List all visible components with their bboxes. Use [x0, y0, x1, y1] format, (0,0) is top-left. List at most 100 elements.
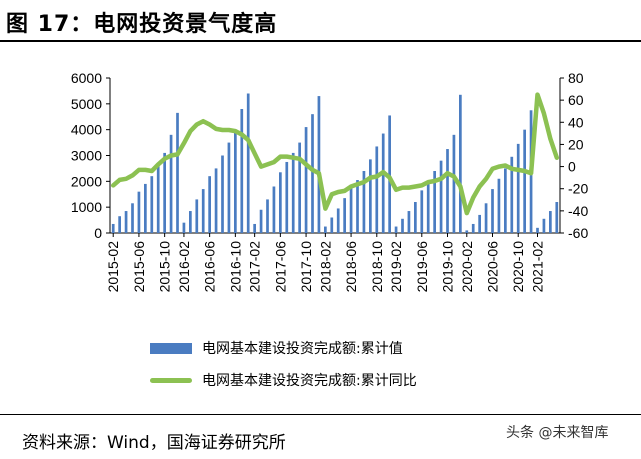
bar	[362, 171, 366, 233]
x-tick-label: 2016-10	[227, 241, 243, 293]
x-tick-label: 2019-10	[440, 241, 456, 293]
bar	[446, 149, 449, 233]
bar	[420, 190, 424, 233]
bar	[144, 183, 147, 233]
bar	[156, 165, 160, 233]
legend-bar-swatch	[150, 342, 192, 354]
title-rule	[0, 40, 641, 42]
y-left-tick-label: 1000	[71, 199, 102, 215]
bar	[439, 160, 443, 233]
bar	[549, 211, 552, 233]
bar	[381, 133, 385, 233]
bar	[169, 134, 173, 233]
x-tick-label: 2018-06	[343, 241, 359, 293]
bar	[401, 218, 404, 233]
bar	[291, 152, 295, 233]
chart: 0 1000 2000 3000 4000 5000 6000 -60 -40 -20 0 20 40 6…	[71, 70, 589, 293]
y-left-tick-label: 5000	[71, 96, 102, 112]
bar	[253, 223, 256, 233]
x-tick-label: 2020-06	[485, 241, 501, 293]
bar	[465, 230, 469, 233]
legend-line: 电网基本建设投资完成额:累计同比	[150, 370, 417, 390]
bar	[234, 129, 237, 233]
x-tick-label: 2016-06	[202, 241, 218, 293]
x-tick-label: 2015-06	[131, 241, 147, 293]
x-tick-label: 2021-02	[530, 241, 546, 293]
watermark: 头条 @未来智库	[500, 420, 615, 444]
bar	[369, 159, 372, 233]
bar	[504, 168, 507, 233]
bar	[330, 217, 334, 233]
y-left-tick-label: 6000	[71, 70, 102, 86]
x-tick-label: 2018-10	[369, 241, 385, 293]
bar	[137, 191, 141, 233]
bar	[324, 226, 327, 233]
bar	[195, 199, 199, 233]
bar	[131, 203, 134, 233]
bar	[304, 127, 308, 233]
x-tick-label: 2016-02	[176, 241, 192, 293]
y-left-tick-label: 3000	[71, 148, 102, 164]
bar	[388, 115, 391, 233]
bar	[214, 168, 218, 233]
legend-line-swatch	[150, 377, 192, 383]
bar	[266, 199, 269, 233]
bar	[407, 211, 411, 233]
bar	[246, 93, 250, 233]
bar	[163, 152, 166, 233]
bar	[176, 112, 179, 233]
bar	[272, 186, 276, 233]
bar	[317, 96, 321, 233]
bar	[555, 202, 559, 233]
bar	[279, 172, 282, 233]
bar	[221, 155, 224, 233]
x-tick-label: 2017-10	[298, 241, 314, 293]
bar	[311, 114, 314, 233]
bar	[336, 208, 340, 233]
source-rule	[0, 414, 641, 415]
bar	[240, 109, 244, 233]
bar	[516, 143, 520, 233]
yoy-line	[110, 92, 560, 216]
bar	[118, 216, 121, 233]
bar	[150, 176, 154, 233]
x-tick-label: 2020-02	[459, 241, 475, 293]
bar	[349, 186, 353, 233]
bar	[536, 227, 539, 233]
legend-line-label: 电网基本建设投资完成额:累计同比	[202, 373, 417, 389]
bar	[484, 203, 488, 233]
y-right-tick-label: -40	[568, 203, 588, 219]
y-left-tick-label: 4000	[71, 122, 102, 138]
x-tick-label: 2020-10	[510, 241, 526, 293]
y-right-tick-label: 0	[568, 159, 576, 175]
bar	[208, 176, 211, 233]
y-right-tick-label: 40	[568, 114, 584, 130]
bar	[459, 94, 462, 233]
x-tick-label: 2015-10	[157, 241, 173, 293]
bar	[523, 129, 526, 233]
source-note: 资料来源：Wind，国海证券研究所	[22, 433, 286, 453]
bar	[491, 189, 494, 233]
y-right-tick-label: 60	[568, 92, 584, 108]
bar	[452, 134, 456, 233]
x-tick-label: 2019-06	[414, 241, 430, 293]
bar	[111, 223, 115, 233]
bar	[298, 142, 301, 233]
bar	[497, 178, 501, 233]
bar	[375, 146, 379, 233]
figure-title: 图 17：电网投资景气度高	[6, 12, 278, 37]
bar	[201, 189, 205, 233]
y-right-tick-label: -20	[568, 181, 588, 197]
x-tick-label: 2015-02	[105, 241, 121, 293]
bar	[426, 181, 430, 233]
bar	[433, 171, 436, 233]
bar	[478, 214, 481, 233]
legend-bar-label: 电网基本建设投资完成额:累计值	[202, 341, 403, 357]
y-right-tick-label: 20	[568, 136, 584, 152]
legend-bar: 电网基本建设投资完成额:累计值	[150, 338, 403, 358]
x-tick-label: 2018-02	[317, 241, 333, 293]
x-tick-label: 2019-02	[388, 241, 404, 293]
bar	[542, 218, 546, 233]
bar	[182, 222, 186, 233]
bar	[124, 211, 128, 233]
